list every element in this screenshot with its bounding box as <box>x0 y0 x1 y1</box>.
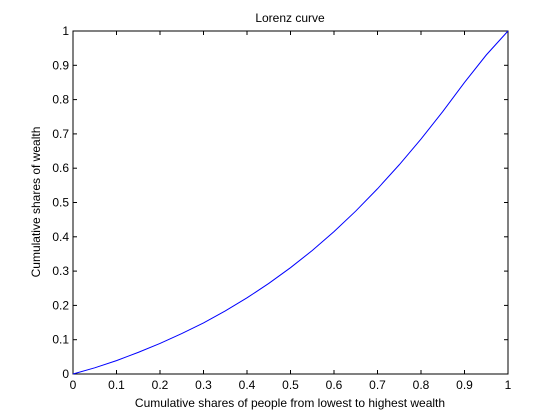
x-tick-label: 0.9 <box>456 378 473 392</box>
x-tick-label: 0.1 <box>108 378 125 392</box>
y-tick-label: 0.2 <box>52 298 69 312</box>
x-tick-label: 0 <box>70 378 77 392</box>
y-tick-label: 0 <box>62 367 69 381</box>
axis-ticks: 0 0.1 0.2 0.3 0.4 0.5 0.6 0.7 0.8 0.9 1 0 0.1 0.2 0.3 0… <box>52 24 511 392</box>
y-tick-label: 0.3 <box>52 264 69 278</box>
chart-title: Lorenz curve <box>255 11 325 25</box>
y-tick-label: 0.8 <box>52 93 69 107</box>
x-tick-label: 0.4 <box>239 378 256 392</box>
y-tick-label: 0.6 <box>52 161 69 175</box>
x-axis-label: Cumulative shares of people from lowest … <box>135 396 445 410</box>
y-tick-label: 0.9 <box>52 58 69 72</box>
x-tick-label: 0.7 <box>369 378 386 392</box>
x-tick-label: 0.3 <box>195 378 212 392</box>
x-tick-label: 0.8 <box>413 378 430 392</box>
x-tick-label: 0.2 <box>152 378 169 392</box>
y-tick-label: 1 <box>62 24 69 38</box>
plot-area <box>72 30 509 375</box>
y-axis-label: Cumulative shares of wealth <box>29 127 43 278</box>
y-tick-label: 0.4 <box>52 230 69 244</box>
y-tick-label: 0.5 <box>52 196 69 210</box>
x-tick-label: 1 <box>505 378 512 392</box>
x-tick-label: 0.5 <box>282 378 299 392</box>
x-tick-label: 0.6 <box>326 378 343 392</box>
y-tick-label: 0.7 <box>52 127 69 141</box>
lorenz-curve-line <box>72 30 509 375</box>
y-tick-label: 0.1 <box>52 333 69 347</box>
